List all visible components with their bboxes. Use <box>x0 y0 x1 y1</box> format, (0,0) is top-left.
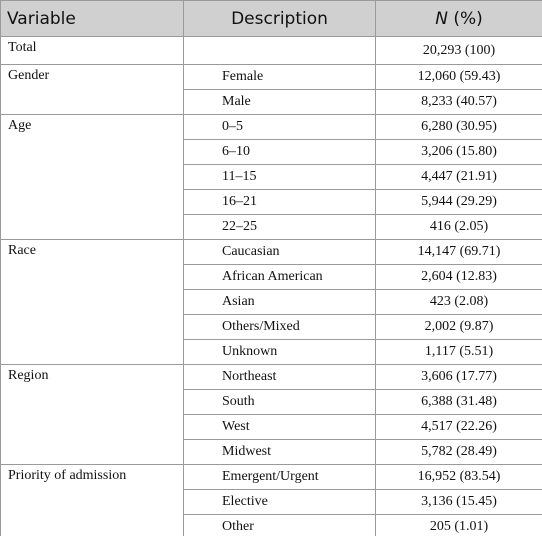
count-cell: 205 (1.01) <box>375 514 542 536</box>
count-cell: 416 (2.05) <box>375 214 542 240</box>
header-cell: Variable <box>0 0 184 37</box>
header-cell: Description <box>183 0 376 37</box>
table-row: Age 0–5 6,280 (30.95) <box>0 114 542 240</box>
variable-cell: Race <box>0 239 184 365</box>
description-cell: Unknown <box>183 339 376 365</box>
description-cell: 6–10 <box>183 139 376 165</box>
header-row: Variable Description N (%) <box>0 0 542 37</box>
description-cell: Emergent/Urgent <box>183 464 376 490</box>
table-row: Race Caucasian 14,147 (69.71) <box>0 239 542 365</box>
table-row: Midwest 5,782 (28.49) <box>1 439 542 465</box>
description-cell: Others/Mixed <box>183 314 376 340</box>
description-cell: 11–15 <box>183 164 376 190</box>
description-cell: Female <box>183 64 376 90</box>
description-cell: 22–25 <box>183 214 376 240</box>
count-cell: 8,233 (40.57) <box>375 89 542 115</box>
description-cell: Caucasian <box>183 239 376 265</box>
description-cell: 0–5 <box>183 114 376 140</box>
count-cell: 14,147 (69.71) <box>375 239 542 265</box>
table-row: Asian 423 (2.08) <box>1 289 542 315</box>
table-row: Gender Female 12,060 (59.43) <box>0 64 542 115</box>
total-row: Total 20,293 (100) <box>0 36 542 65</box>
table-row: Priority of admission Emergent/Urgent 16,9… <box>0 464 542 536</box>
description-cell: Male <box>183 89 376 115</box>
table-row: 11–15 4,447 (21.91) <box>1 164 542 190</box>
count-cell: 3,136 (15.45) <box>375 489 542 515</box>
variable-cell: Age <box>0 114 184 240</box>
table-row: 16–21 5,944 (29.29) <box>1 189 542 215</box>
count-cell: 20,293 (100) <box>375 36 542 65</box>
description-cell: South <box>183 389 376 415</box>
count-cell: 6,280 (30.95) <box>375 114 542 140</box>
count-cell: 2,604 (12.83) <box>375 264 542 290</box>
table-row: Others/Mixed 2,002 (9.87) <box>1 314 542 340</box>
description-cell: 16–21 <box>183 189 376 215</box>
table-row: African American 2,604 (12.83) <box>1 264 542 290</box>
description-cell: Elective <box>183 489 376 515</box>
description-cell: Midwest <box>183 439 376 465</box>
count-cell: 3,206 (15.80) <box>375 139 542 165</box>
table-row: West 4,517 (22.26) <box>1 414 542 440</box>
table-body: Total 20,293 (100) Gender Female 12,060 (5… <box>0 36 542 536</box>
count-cell: 16,952 (83.54) <box>375 464 542 490</box>
table-row: Elective 3,136 (15.45) <box>1 489 542 515</box>
variable-cell: Gender <box>0 64 184 115</box>
count-cell: 423 (2.08) <box>375 289 542 315</box>
count-cell: 2,002 (9.87) <box>375 314 542 340</box>
variable-cell: Priority of admission <box>0 464 184 536</box>
table-row: 6–10 3,206 (15.80) <box>1 139 542 165</box>
description-cell: Asian <box>183 289 376 315</box>
table-row: Region Northeast 3,606 (17.77) <box>0 364 542 465</box>
description-cell: Other <box>183 514 376 536</box>
variable-cell: Region <box>0 364 184 465</box>
count-cell: 4,447 (21.91) <box>375 164 542 190</box>
count-cell: 5,944 (29.29) <box>375 189 542 215</box>
count-cell: 1,117 (5.51) <box>375 339 542 365</box>
table-row: Other 205 (1.01) <box>1 514 542 536</box>
table-row: Unknown 1,117 (5.51) <box>1 339 542 365</box>
variable-cell: Total <box>0 36 184 65</box>
table-row: Male 8,233 (40.57) <box>1 89 542 115</box>
count-cell: 6,388 (31.48) <box>375 389 542 415</box>
count-cell: 12,060 (59.43) <box>375 64 542 90</box>
header-cell: N (%) <box>375 0 542 37</box>
description-cell: African American <box>183 264 376 290</box>
count-cell: 3,606 (17.77) <box>375 364 542 390</box>
table-row: 22–25 416 (2.05) <box>1 214 542 240</box>
description-cell <box>183 36 376 65</box>
description-cell: Northeast <box>183 364 376 390</box>
count-cell: 5,782 (28.49) <box>375 439 542 465</box>
header-suffix: (%) <box>447 8 483 29</box>
description-cell: West <box>183 414 376 440</box>
header-symbol: N <box>435 8 448 29</box>
count-cell: 4,517 (22.26) <box>375 414 542 440</box>
